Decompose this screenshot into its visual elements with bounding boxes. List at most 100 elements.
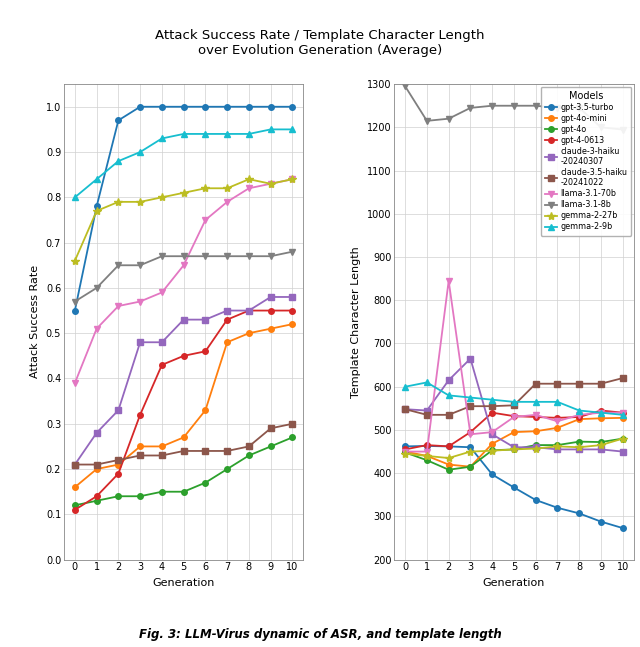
claude-3.5-haiku
-20241022 <box>158 452 166 459</box>
gemma-2-9b <box>245 130 253 138</box>
claude-3.5-haiku
-20241022 <box>223 447 231 455</box>
gpt-3.5-turbo <box>445 443 452 450</box>
gpt-4-0613 <box>532 413 540 421</box>
claude-3.5-haiku
-20241022 <box>93 461 100 468</box>
gpt-4-0613 <box>445 443 452 450</box>
gpt-4o-mini <box>575 415 583 423</box>
claude-3-haiku
-20240307 <box>467 355 474 362</box>
gemma-2-27b <box>267 180 275 188</box>
llama-3.1-8b <box>445 115 452 122</box>
Line: gemma-2-27b: gemma-2-27b <box>70 175 296 265</box>
claude-3-haiku
-20240307 <box>423 406 431 414</box>
gpt-4-0613 <box>510 412 518 420</box>
gpt-4o <box>619 435 627 443</box>
Line: gpt-4o: gpt-4o <box>403 436 625 472</box>
gpt-4o-mini <box>267 325 275 333</box>
gpt-4-0613 <box>202 347 209 355</box>
gpt-4o <box>158 488 166 496</box>
gpt-4o <box>136 492 144 500</box>
gpt-4-0613 <box>467 428 474 436</box>
gpt-4o-mini <box>445 461 452 468</box>
Line: gemma-2-9b: gemma-2-9b <box>72 127 295 200</box>
gemma-2-9b <box>510 398 518 406</box>
llama-3.1-8b <box>467 104 474 112</box>
llama-3.1-70b <box>488 428 496 436</box>
gpt-4o <box>245 452 253 459</box>
llama-3.1-70b <box>289 175 296 183</box>
Line: llama-3.1-8b: llama-3.1-8b <box>403 83 625 132</box>
Line: llama-3.1-8b: llama-3.1-8b <box>72 249 295 304</box>
gemma-2-27b <box>136 198 144 206</box>
gpt-4o <box>554 441 561 449</box>
gpt-4o <box>532 441 540 449</box>
claude-3.5-haiku
-20241022 <box>423 411 431 419</box>
llama-3.1-8b <box>158 252 166 260</box>
gemma-2-27b <box>71 257 79 265</box>
gpt-4o <box>202 479 209 487</box>
llama-3.1-8b <box>245 252 253 260</box>
claude-3-haiku
-20240307 <box>401 405 409 413</box>
gpt-3.5-turbo <box>267 103 275 111</box>
X-axis label: Generation: Generation <box>483 578 545 588</box>
Text: Fig. 3: LLM-Virus dynamic of ASR, and template length: Fig. 3: LLM-Virus dynamic of ASR, and te… <box>139 628 501 641</box>
gemma-2-9b <box>575 406 583 414</box>
gemma-2-9b <box>115 157 122 165</box>
gpt-4o-mini <box>467 463 474 470</box>
claude-3-haiku
-20240307 <box>71 461 79 468</box>
gpt-4-0613 <box>158 361 166 369</box>
gpt-4o <box>467 463 474 470</box>
gpt-4o-mini <box>597 415 605 422</box>
gpt-4o-mini <box>289 320 296 328</box>
llama-3.1-8b <box>136 261 144 269</box>
gpt-3.5-turbo <box>532 496 540 504</box>
llama-3.1-8b <box>267 252 275 260</box>
Line: claude-3.5-haiku
-20241022: claude-3.5-haiku -20241022 <box>72 421 295 467</box>
gpt-3.5-turbo <box>423 442 431 450</box>
gpt-3.5-turbo <box>245 103 253 111</box>
gpt-4o <box>575 438 583 446</box>
gpt-4o-mini <box>510 428 518 436</box>
gpt-4o <box>267 443 275 450</box>
gpt-4o-mini <box>158 443 166 450</box>
Line: gpt-3.5-turbo: gpt-3.5-turbo <box>403 443 625 531</box>
gpt-3.5-turbo <box>488 470 496 478</box>
llama-3.1-70b <box>93 325 100 333</box>
claude-3.5-haiku
-20241022 <box>202 447 209 455</box>
claude-3-haiku
-20240307 <box>245 307 253 314</box>
gpt-4o-mini <box>554 424 561 432</box>
gpt-4-0613 <box>575 413 583 421</box>
gemma-2-27b <box>223 184 231 192</box>
Y-axis label: Attack Success Rate: Attack Success Rate <box>30 265 40 378</box>
gpt-3.5-turbo <box>115 116 122 124</box>
gpt-4o-mini <box>115 461 122 468</box>
gpt-3.5-turbo <box>223 103 231 111</box>
claude-3-haiku
-20240307 <box>223 307 231 314</box>
gpt-4-0613 <box>554 414 561 422</box>
gpt-4-0613 <box>289 307 296 314</box>
claude-3.5-haiku
-20241022 <box>289 420 296 428</box>
llama-3.1-70b <box>401 448 409 455</box>
gpt-3.5-turbo <box>467 443 474 451</box>
gpt-4-0613 <box>267 307 275 314</box>
Line: claude-3-haiku
-20240307: claude-3-haiku -20240307 <box>72 294 295 467</box>
llama-3.1-8b <box>289 248 296 256</box>
gemma-2-27b <box>289 175 296 183</box>
gpt-4o-mini <box>202 406 209 414</box>
gpt-4o <box>597 438 605 446</box>
llama-3.1-70b <box>71 379 79 387</box>
Line: llama-3.1-70b: llama-3.1-70b <box>72 177 295 386</box>
gemma-2-27b <box>180 189 188 197</box>
gemma-2-27b <box>445 454 452 462</box>
gemma-2-9b <box>267 126 275 133</box>
claude-3.5-haiku
-20241022 <box>267 424 275 432</box>
gpt-4o-mini <box>245 329 253 337</box>
llama-3.1-70b <box>619 409 627 417</box>
claude-3-haiku
-20240307 <box>180 316 188 324</box>
gemma-2-27b <box>532 444 540 452</box>
claude-3-haiku
-20240307 <box>136 338 144 346</box>
llama-3.1-70b <box>245 184 253 192</box>
gpt-4o-mini <box>488 440 496 448</box>
Y-axis label: Template Character Length: Template Character Length <box>351 246 362 398</box>
llama-3.1-8b <box>223 252 231 260</box>
gemma-2-9b <box>445 391 452 399</box>
